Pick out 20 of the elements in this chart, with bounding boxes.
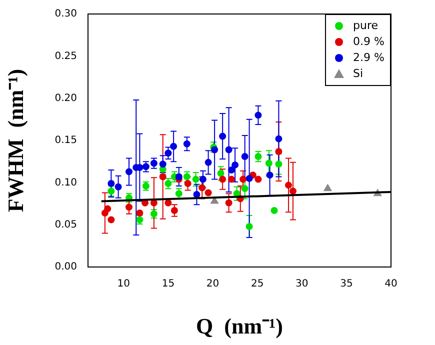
x-axis-title: Q (nm⁻¹)	[196, 313, 283, 338]
y-tick-label: 0.05	[54, 219, 77, 230]
y-tick-label: 0.10	[54, 177, 77, 188]
y-axis-title: FWHM (nm⁻¹)	[2, 68, 28, 212]
x-tick-label: 30	[296, 278, 308, 290]
y-tick-label: 0.20	[54, 92, 77, 104]
y-tick-label: 0.30	[54, 8, 77, 20]
legend-label: pure	[353, 18, 378, 32]
x-tick-label: 25	[250, 278, 264, 290]
legend-label: 0.9 %	[353, 34, 384, 48]
y-tick-label: 0.15	[54, 135, 77, 146]
x-tick-label: 40	[384, 278, 398, 290]
legend-label: Si	[353, 66, 364, 80]
x-tick-label: 20	[206, 278, 220, 290]
x-tick-label: 15	[162, 278, 175, 290]
y-tick-label: 0.00	[54, 262, 77, 273]
y-tick-label: 0.25	[54, 50, 77, 62]
x-tick-label: 35	[340, 278, 353, 290]
legend-label: 2.9 %	[353, 50, 384, 64]
x-tick-label: 10	[117, 278, 130, 290]
